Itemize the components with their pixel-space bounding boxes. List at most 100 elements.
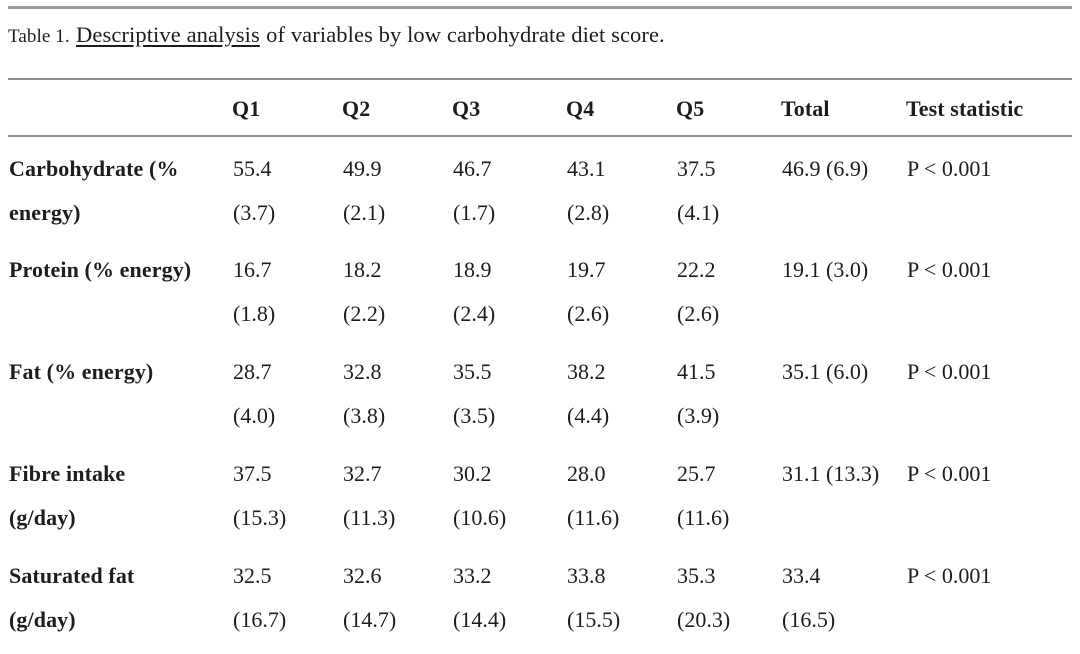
cell-total-mean: 19.1 (3.0)	[782, 257, 869, 282]
cell-total-mean: 31.1 (13.3)	[782, 461, 880, 486]
row-label: Saturated fat (g/day)	[8, 544, 232, 646]
cell-sd: (4.0)	[233, 403, 276, 428]
table-row: Protein (% energy) 16.7 (1.8) 18.2 (2.2) 18.9…	[8, 238, 1072, 340]
cell-mean: 32.6	[343, 563, 382, 588]
row-label: Carbohydrate (% energy)	[8, 136, 232, 238]
table-row: Saturated fat (g/day) 32.5 (16.7) 32.6 (14.7)…	[8, 544, 1072, 646]
table-row: Fat (% energy) 28.7 (4.0) 32.8 (3.8) 35.5 (3.5…	[8, 340, 1072, 442]
cell-sd: (20.3)	[677, 607, 731, 632]
cell-test-statistic: P < 0.001	[906, 442, 1072, 544]
cell-q2: 32.6 (14.7)	[342, 544, 452, 646]
row-label-line: Fat (% energy)	[9, 359, 154, 384]
cell-sd: (2.8)	[567, 200, 610, 225]
row-label-line: (g/day)	[9, 505, 76, 530]
table-header-row: Q1 Q2 Q3 Q4 Q5 Total Test statistic	[8, 79, 1072, 136]
cell-q2: 49.9 (2.1)	[342, 136, 452, 238]
cell-mean: 32.7	[343, 461, 382, 486]
cell-sd: (3.5)	[453, 403, 496, 428]
cell-mean: 37.5	[677, 156, 716, 181]
cell-sd: (3.7)	[233, 200, 276, 225]
cell-sd: (10.6)	[453, 505, 507, 530]
cell-sd: (15.3)	[233, 505, 287, 530]
cell-q4: 28.0 (11.6)	[566, 442, 676, 544]
cell-sd: (14.7)	[343, 607, 397, 632]
cell-mean: 18.9	[453, 257, 492, 282]
cell-q5: 37.5 (4.1)	[676, 136, 781, 238]
cell-mean: 41.5	[677, 359, 716, 384]
cell-q4: 43.1 (2.8)	[566, 136, 676, 238]
cell-mean: 38.2	[567, 359, 606, 384]
cell-total: 19.1 (3.0)	[781, 238, 906, 340]
p-value: P < 0.001	[907, 156, 992, 181]
cell-sd: (4.1)	[677, 200, 720, 225]
cell-test-statistic: P < 0.001	[906, 136, 1072, 238]
cell-sd: (11.6)	[567, 505, 620, 530]
cell-q1: 55.4 (3.7)	[232, 136, 342, 238]
cell-total: 33.4 (16.5)	[781, 544, 906, 646]
cell-mean: 49.9	[343, 156, 382, 181]
cell-sd: (3.8)	[343, 403, 386, 428]
cell-mean: 37.5	[233, 461, 272, 486]
column-header-test-statistic: Test statistic	[906, 96, 1024, 121]
cell-mean: 46.7	[453, 156, 492, 181]
descriptive-analysis-table: Q1 Q2 Q3 Q4 Q5 Total Test statistic Carbohydra…	[8, 78, 1072, 646]
cell-sd: (2.1)	[343, 200, 386, 225]
table-header: Q1 Q2 Q3 Q4 Q5 Total Test statistic	[8, 79, 1072, 136]
table-row: Fibre intake (g/day) 37.5 (15.3) 32.7 (11.3) 3…	[8, 442, 1072, 544]
row-label-line: Protein (% energy)	[9, 257, 192, 282]
cell-q1: 28.7 (4.0)	[232, 340, 342, 442]
cell-mean: 32.5	[233, 563, 272, 588]
table-top-rule	[8, 6, 1072, 9]
column-header-q2: Q2	[342, 96, 371, 121]
cell-mean: 30.2	[453, 461, 492, 486]
cell-mean: 22.2	[677, 257, 716, 282]
cell-q2: 32.8 (3.8)	[342, 340, 452, 442]
cell-sd: (3.9)	[677, 403, 720, 428]
cell-mean: 16.7	[233, 257, 272, 282]
cell-q3: 18.9 (2.4)	[452, 238, 566, 340]
cell-sd: (15.5)	[567, 607, 621, 632]
cell-mean: 43.1	[567, 156, 606, 181]
row-label: Protein (% energy)	[8, 238, 232, 340]
column-header-q5: Q5	[676, 96, 705, 121]
cell-sd: (2.6)	[567, 301, 610, 326]
cell-mean: 32.8	[343, 359, 382, 384]
cell-sd: (2.4)	[453, 301, 496, 326]
cell-mean: 25.7	[677, 461, 716, 486]
cell-mean: 33.8	[567, 563, 606, 588]
cell-q2: 18.2 (2.2)	[342, 238, 452, 340]
cell-q1: 32.5 (16.7)	[232, 544, 342, 646]
cell-sd: (2.6)	[677, 301, 720, 326]
row-label-line: Carbohydrate (%	[9, 156, 179, 181]
cell-q5: 22.2 (2.6)	[676, 238, 781, 340]
cell-sd: (11.3)	[343, 505, 396, 530]
cell-q4: 33.8 (15.5)	[566, 544, 676, 646]
cell-mean: 28.0	[567, 461, 606, 486]
row-label: Fat (% energy)	[8, 340, 232, 442]
cell-q3: 30.2 (10.6)	[452, 442, 566, 544]
cell-total-sd: (16.5)	[782, 607, 836, 632]
cell-mean: 55.4	[233, 156, 272, 181]
cell-mean: 28.7	[233, 359, 272, 384]
p-value: P < 0.001	[907, 359, 992, 384]
column-header-q3: Q3	[452, 96, 481, 121]
table-body: Carbohydrate (% energy) 55.4 (3.7) 49.9 (2.1)…	[8, 136, 1072, 646]
row-label-line: (g/day)	[9, 607, 76, 632]
cell-q1: 16.7 (1.8)	[232, 238, 342, 340]
column-header-empty	[8, 79, 232, 136]
cell-total-mean: 35.1 (6.0)	[782, 359, 869, 384]
cell-q1: 37.5 (15.3)	[232, 442, 342, 544]
table-caption-number: Table 1.	[8, 26, 70, 47]
cell-sd: (14.4)	[453, 607, 507, 632]
table-row: Carbohydrate (% energy) 55.4 (3.7) 49.9 (2.1)…	[8, 136, 1072, 238]
table-caption-rest: of variables by low carbohydrate diet sc…	[266, 22, 665, 47]
column-header-q1: Q1	[232, 96, 261, 121]
cell-q3: 46.7 (1.7)	[452, 136, 566, 238]
cell-sd: (16.7)	[233, 607, 287, 632]
cell-test-statistic: P < 0.001	[906, 544, 1072, 646]
cell-total: 35.1 (6.0)	[781, 340, 906, 442]
cell-sd: (11.6)	[677, 505, 730, 530]
cell-sd: (1.8)	[233, 301, 276, 326]
cell-q5: 35.3 (20.3)	[676, 544, 781, 646]
